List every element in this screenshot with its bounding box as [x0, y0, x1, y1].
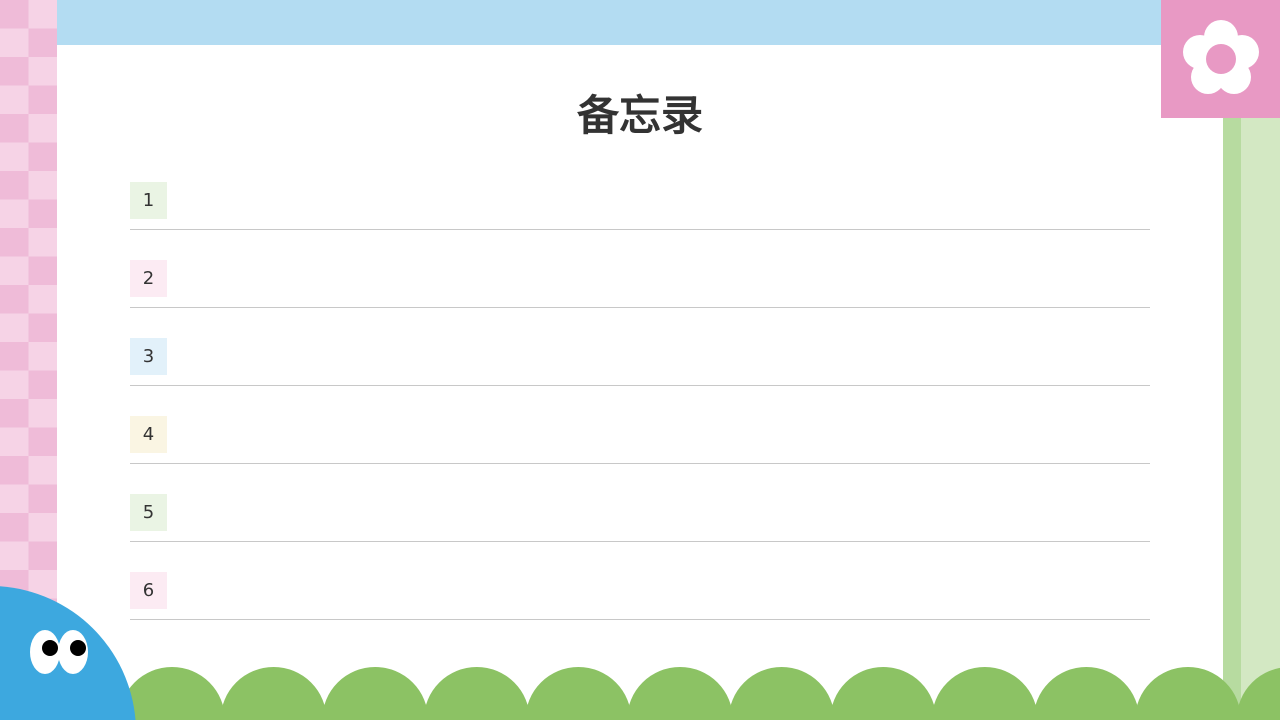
flower-icon: [1183, 20, 1259, 94]
row-number-badge: 1: [130, 182, 167, 219]
hill: [119, 667, 225, 720]
hill: [627, 667, 733, 720]
hill: [525, 667, 632, 720]
flower-box: [1161, 0, 1280, 118]
memo-row[interactable]: 2: [130, 230, 1150, 308]
hill: [728, 667, 835, 720]
top-bar: [57, 0, 1161, 45]
row-number-badge: 4: [130, 416, 167, 453]
green-stripe-dark: [1223, 118, 1241, 720]
row-number-badge: 3: [130, 338, 167, 375]
hill: [931, 667, 1038, 720]
memo-row[interactable]: 3: [130, 308, 1150, 386]
page-title: 备忘录: [576, 91, 703, 140]
hill: [423, 667, 530, 720]
row-number-badge: 5: [130, 494, 167, 531]
memo-row[interactable]: 4: [130, 386, 1150, 464]
memo-row[interactable]: 1: [130, 152, 1150, 230]
hill: [322, 667, 429, 720]
hill: [830, 667, 937, 720]
memo-row[interactable]: 5: [130, 464, 1150, 542]
memo-row[interactable]: 6: [130, 542, 1150, 620]
row-number-badge: 6: [130, 572, 167, 609]
green-stripe-light: [1241, 118, 1280, 720]
hill: [220, 667, 327, 720]
hill: [1033, 667, 1140, 720]
row-number-badge: 2: [130, 260, 167, 297]
